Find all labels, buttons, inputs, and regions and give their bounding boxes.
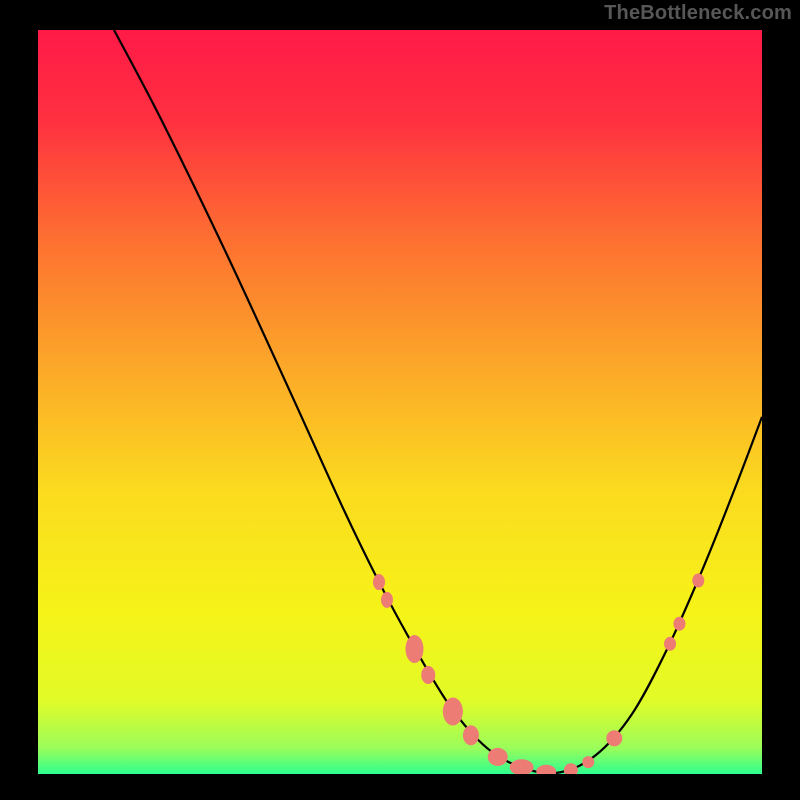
curve-marker — [510, 759, 534, 775]
bottleneck-curve-chart — [0, 0, 800, 800]
curve-marker — [692, 574, 704, 588]
curve-marker — [488, 748, 508, 766]
chart-container: TheBottleneck.com — [0, 0, 800, 800]
curve-marker — [606, 730, 622, 746]
curve-marker — [582, 756, 594, 768]
curve-marker — [673, 617, 685, 631]
curve-marker — [381, 592, 393, 608]
curve-marker — [443, 698, 463, 726]
curve-marker — [463, 725, 479, 745]
watermark-text: TheBottleneck.com — [604, 2, 792, 25]
curve-marker — [664, 637, 676, 651]
plot-background-gradient — [38, 30, 762, 774]
curve-marker — [373, 574, 385, 590]
curve-marker — [421, 666, 435, 684]
curve-marker — [405, 635, 423, 663]
